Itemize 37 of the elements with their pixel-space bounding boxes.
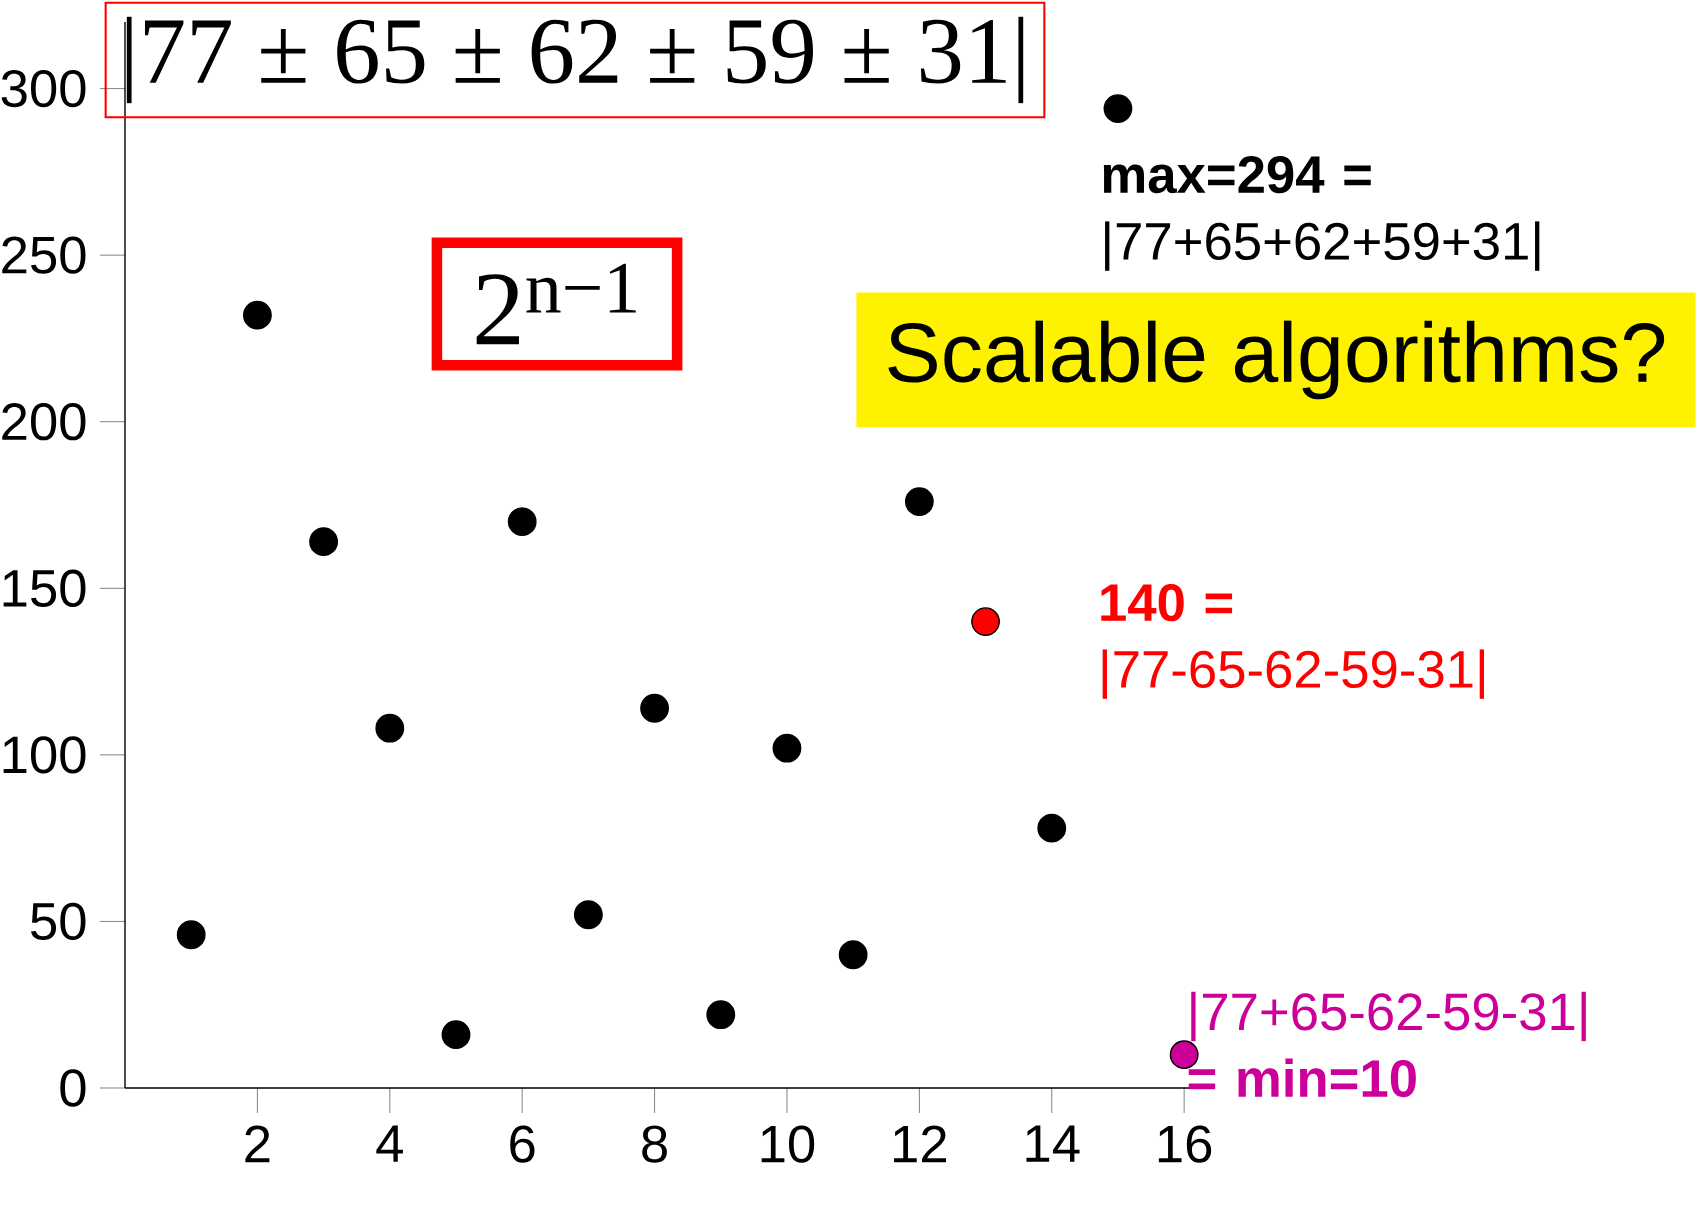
point (1169, 1040, 1199, 1070)
point (904, 487, 934, 517)
point (772, 733, 802, 763)
y-tick-label: 300 (1, 69, 86, 108)
point (507, 507, 537, 537)
point (971, 607, 1000, 637)
point (176, 920, 206, 950)
x-tick-label: 14 (1026, 1125, 1080, 1162)
x-tick-label: 2 (245, 1125, 270, 1163)
annotation: Scalable algorithms? (888, 320, 1665, 400)
point (1103, 94, 1133, 123)
y-tick-label: 50 (31, 902, 86, 941)
point (1037, 813, 1067, 843)
point (838, 940, 868, 970)
point (441, 1020, 471, 1050)
y-tick-label: 0 (60, 1069, 86, 1107)
x-tick-label: 10 (761, 1125, 815, 1163)
x-tick-label: 12 (894, 1125, 947, 1163)
point (706, 1000, 736, 1030)
x-tick-label: 8 (642, 1125, 667, 1163)
annotation: 2$^{n−1}$ (476, 263, 636, 345)
point (573, 900, 603, 930)
point (309, 527, 339, 557)
chart-title: |77 ± 65 ± 62 ± 59 ± 31| (126, 16, 1024, 104)
point (640, 693, 669, 723)
point (375, 713, 405, 743)
y-tick-label: 100 (3, 736, 86, 774)
y-tick-label: 150 (3, 569, 86, 607)
point (242, 300, 272, 330)
annotation: 140 = |77-65-62-59-31| (1101, 584, 1485, 699)
x-tick-label: 6 (510, 1125, 535, 1163)
annotation: max=294 = |77+65+62+59+31| (1103, 155, 1540, 271)
y-tick-label: 250 (2, 236, 86, 274)
annotation: |77+65-62-59-31| = min=10 (1188, 991, 1586, 1098)
x-tick-label: 16 (1158, 1125, 1212, 1163)
x-tick-label: 4 (376, 1125, 403, 1162)
y-tick-label: 200 (2, 403, 86, 441)
